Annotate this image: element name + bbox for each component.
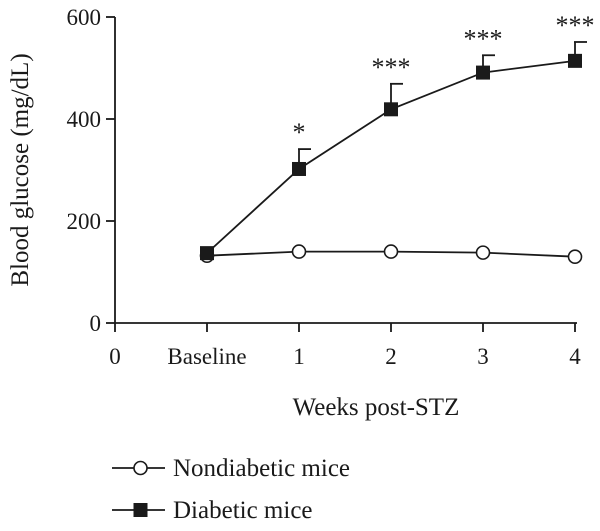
significance-labels: ******* *** [293,11,595,147]
significance-label: *** [372,53,411,82]
series-markers [199,53,583,265]
x-tick-label: 2 [385,344,397,369]
legend-label: Diabetic mice [173,497,313,524]
significance-label: *** [556,11,595,40]
y-axis-title: Blood glucose (mg/dL) [7,53,34,286]
y-tick-label: 200 [67,209,102,234]
y-axis-ticks: 0 200 400 600 [67,5,115,336]
x-tick-label: Baseline [167,344,246,369]
x-axis-title: Weeks post-STZ [293,394,460,421]
y-tick-label: 400 [67,107,102,132]
legend-marker-circle [133,460,148,476]
x-tick-label: 0 [109,344,121,369]
data-point-circle [291,244,307,259]
legend-label: Nondiabetic mice [173,455,350,482]
legend-marker-square [133,503,148,517]
legend: Nondiabetic mice Diabetic mice [112,455,350,524]
data-point-square [200,246,214,261]
y-tick-label: 0 [90,311,102,336]
data-point-circle [567,249,583,265]
data-point-square [476,65,490,80]
significance-label: *** [464,24,503,53]
data-point-square [292,161,306,176]
data-point-square [384,102,398,117]
x-axis-ticks: 0 Baseline 1 2 3 4 [109,323,581,369]
significance-label: * [293,118,306,147]
x-tick-label: 3 [477,344,489,369]
data-point-circle [383,244,399,259]
error-bars [298,41,587,169]
x-tick-label: 4 [569,344,581,369]
data-point-square [568,53,582,68]
x-tick-label: 1 [293,344,305,369]
data-point-circle [475,245,491,260]
y-tick-label: 600 [67,5,102,30]
axes [114,17,577,324]
